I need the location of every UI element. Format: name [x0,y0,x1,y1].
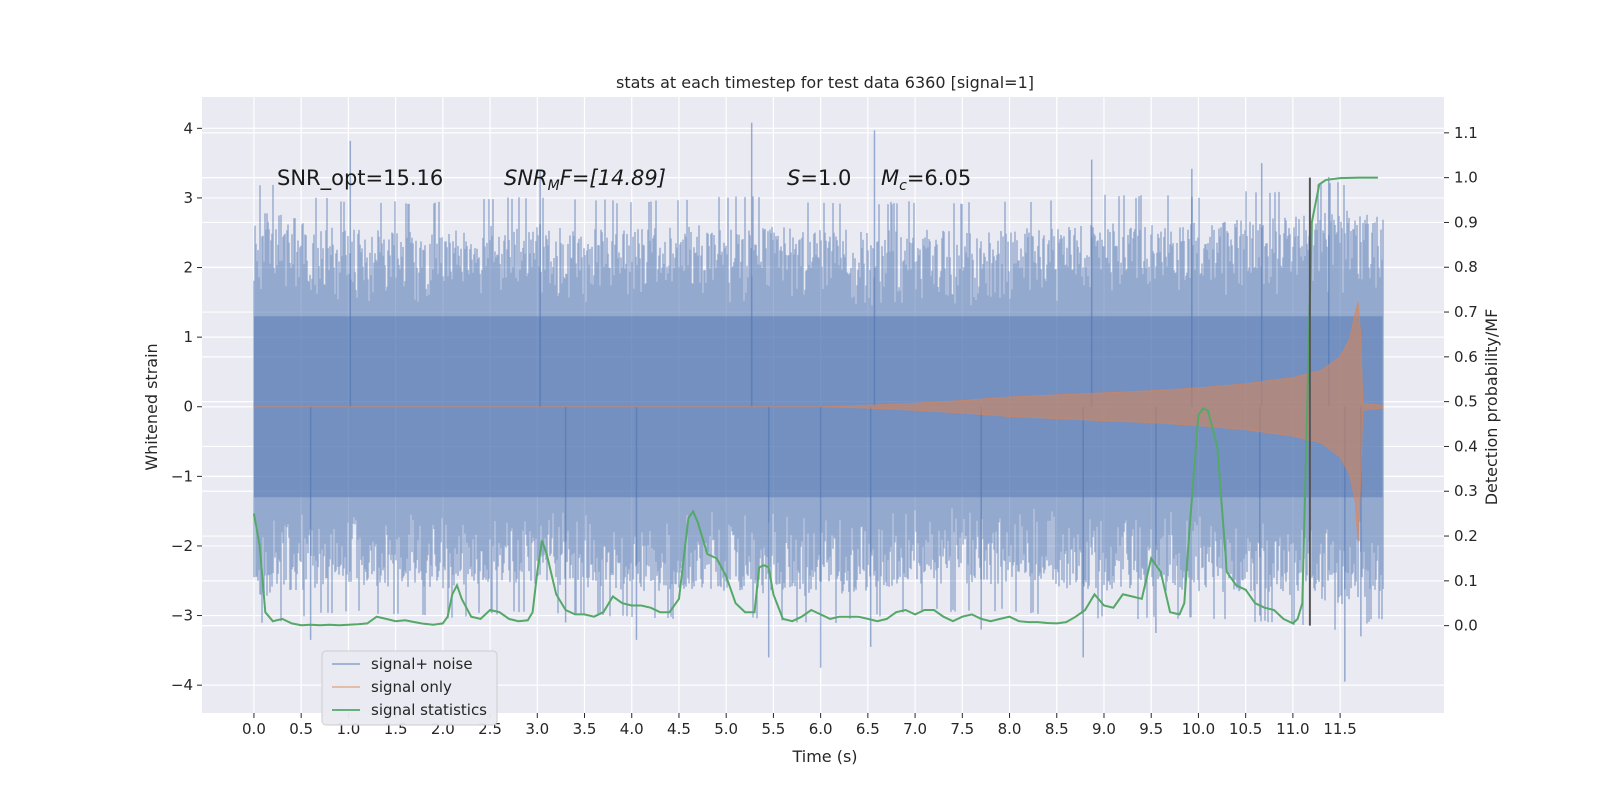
y2-axis-title: Detection probability/MF [1482,309,1501,506]
annotation-snr-mf-main: SNR [504,166,548,190]
legend: signal+ noise signal only signal statist… [321,650,498,726]
x-tick-label: 6.5 [856,720,880,738]
y-tick-label: 1 [183,328,193,346]
x-tick-label: 7.0 [903,720,927,738]
y2-tick-label: 0.1 [1454,572,1478,590]
annotation-s: S=1.0 [787,166,851,190]
y-tick-label: −4 [171,676,193,694]
annotation-mc-sub: c [899,178,907,194]
signal-only-trace [252,302,1384,543]
legend-label-signal-only: signal only [371,678,452,696]
annotation-snr-mf: SNRMF=[14.89] [504,166,666,194]
annotations: SNR_opt=15.16 SNRMF=[14.89] S=1.0 Mc=6.0… [277,166,971,194]
y-tick-label: 4 [183,119,193,137]
x-tick-label: 4.5 [667,720,691,738]
series-signal-statistics [252,176,1378,627]
annotation-s-value: =1.0 [800,166,851,190]
y2-tick-label: 0.0 [1454,617,1478,635]
x-tick-label: 5.5 [761,720,785,738]
y2-tick-label: 0.2 [1454,527,1478,545]
y2-tick-label: 0.3 [1454,482,1478,500]
y-tick-label: −3 [171,607,193,625]
x-axis-title: Time (s) [791,747,857,766]
y2-tick-label: 0.6 [1454,348,1478,366]
y-tick-label: −1 [171,467,193,485]
x-tick-label: 6.0 [809,720,833,738]
x-tick-label: 3.5 [573,720,597,738]
x-tick-label: 9.0 [1092,720,1116,738]
x-tick-label: 3.0 [525,720,549,738]
x-tick-label: 11.5 [1323,720,1356,738]
x-tick-label: 11.0 [1276,720,1309,738]
y2-tick-label: 0.8 [1454,258,1478,276]
y2-tick-label: 0.9 [1454,213,1478,231]
y2-tick-label: 1.1 [1454,124,1478,142]
signal-statistics-line [252,176,1378,627]
axis-ticks: 0.0 0.5 1.0 1.5 2.0 2.5 3.0 3.5 4.0 4.5 5.0 5.5 6.0 6… [171,119,1478,738]
y2-tick-label: 0.7 [1454,303,1478,321]
chart-title: stats at each timestep for test data 636… [616,73,1034,92]
x-tick-label: 8.5 [1045,720,1069,738]
y2-tick-label: 0.5 [1454,393,1478,411]
y-tick-label: 0 [183,398,193,416]
annotation-mc-symbol: M [881,166,899,190]
y-tick-label: 3 [183,189,193,207]
y-tick-label: 2 [183,259,193,277]
series-signal-only [252,302,1384,543]
annotation-snr-opt: SNR_opt=15.16 [277,166,443,191]
y2-tick-label: 0.4 [1454,437,1478,455]
y2-tick-label: 1.0 [1454,169,1478,187]
x-tick-label: 10.5 [1229,720,1262,738]
legend-label-signal-plus-noise: signal+ noise [371,655,473,673]
y-axis-title: Whitened strain [142,343,161,470]
annotation-mc-value: =6.05 [907,166,971,190]
annotation-snr-mf-sub: M [548,178,560,194]
annotation-s-symbol: S [787,166,800,190]
y-tick-label: −2 [171,537,193,555]
annotation-snr-mf-f: F=[14.89] [560,166,666,190]
x-tick-label: 5.0 [714,720,738,738]
x-tick-label: 0.5 [289,720,313,738]
legend-label-signal-statistics: signal statistics [371,701,487,719]
x-tick-label: 8.0 [998,720,1022,738]
x-tick-label: 9.5 [1139,720,1163,738]
annotation-mc: Mc=6.05 [881,166,971,194]
x-tick-label: 7.5 [950,720,974,738]
x-tick-label: 4.0 [620,720,644,738]
legend-box [321,650,498,726]
x-tick-label: 10.0 [1182,720,1215,738]
x-tick-label: 0.0 [242,720,266,738]
